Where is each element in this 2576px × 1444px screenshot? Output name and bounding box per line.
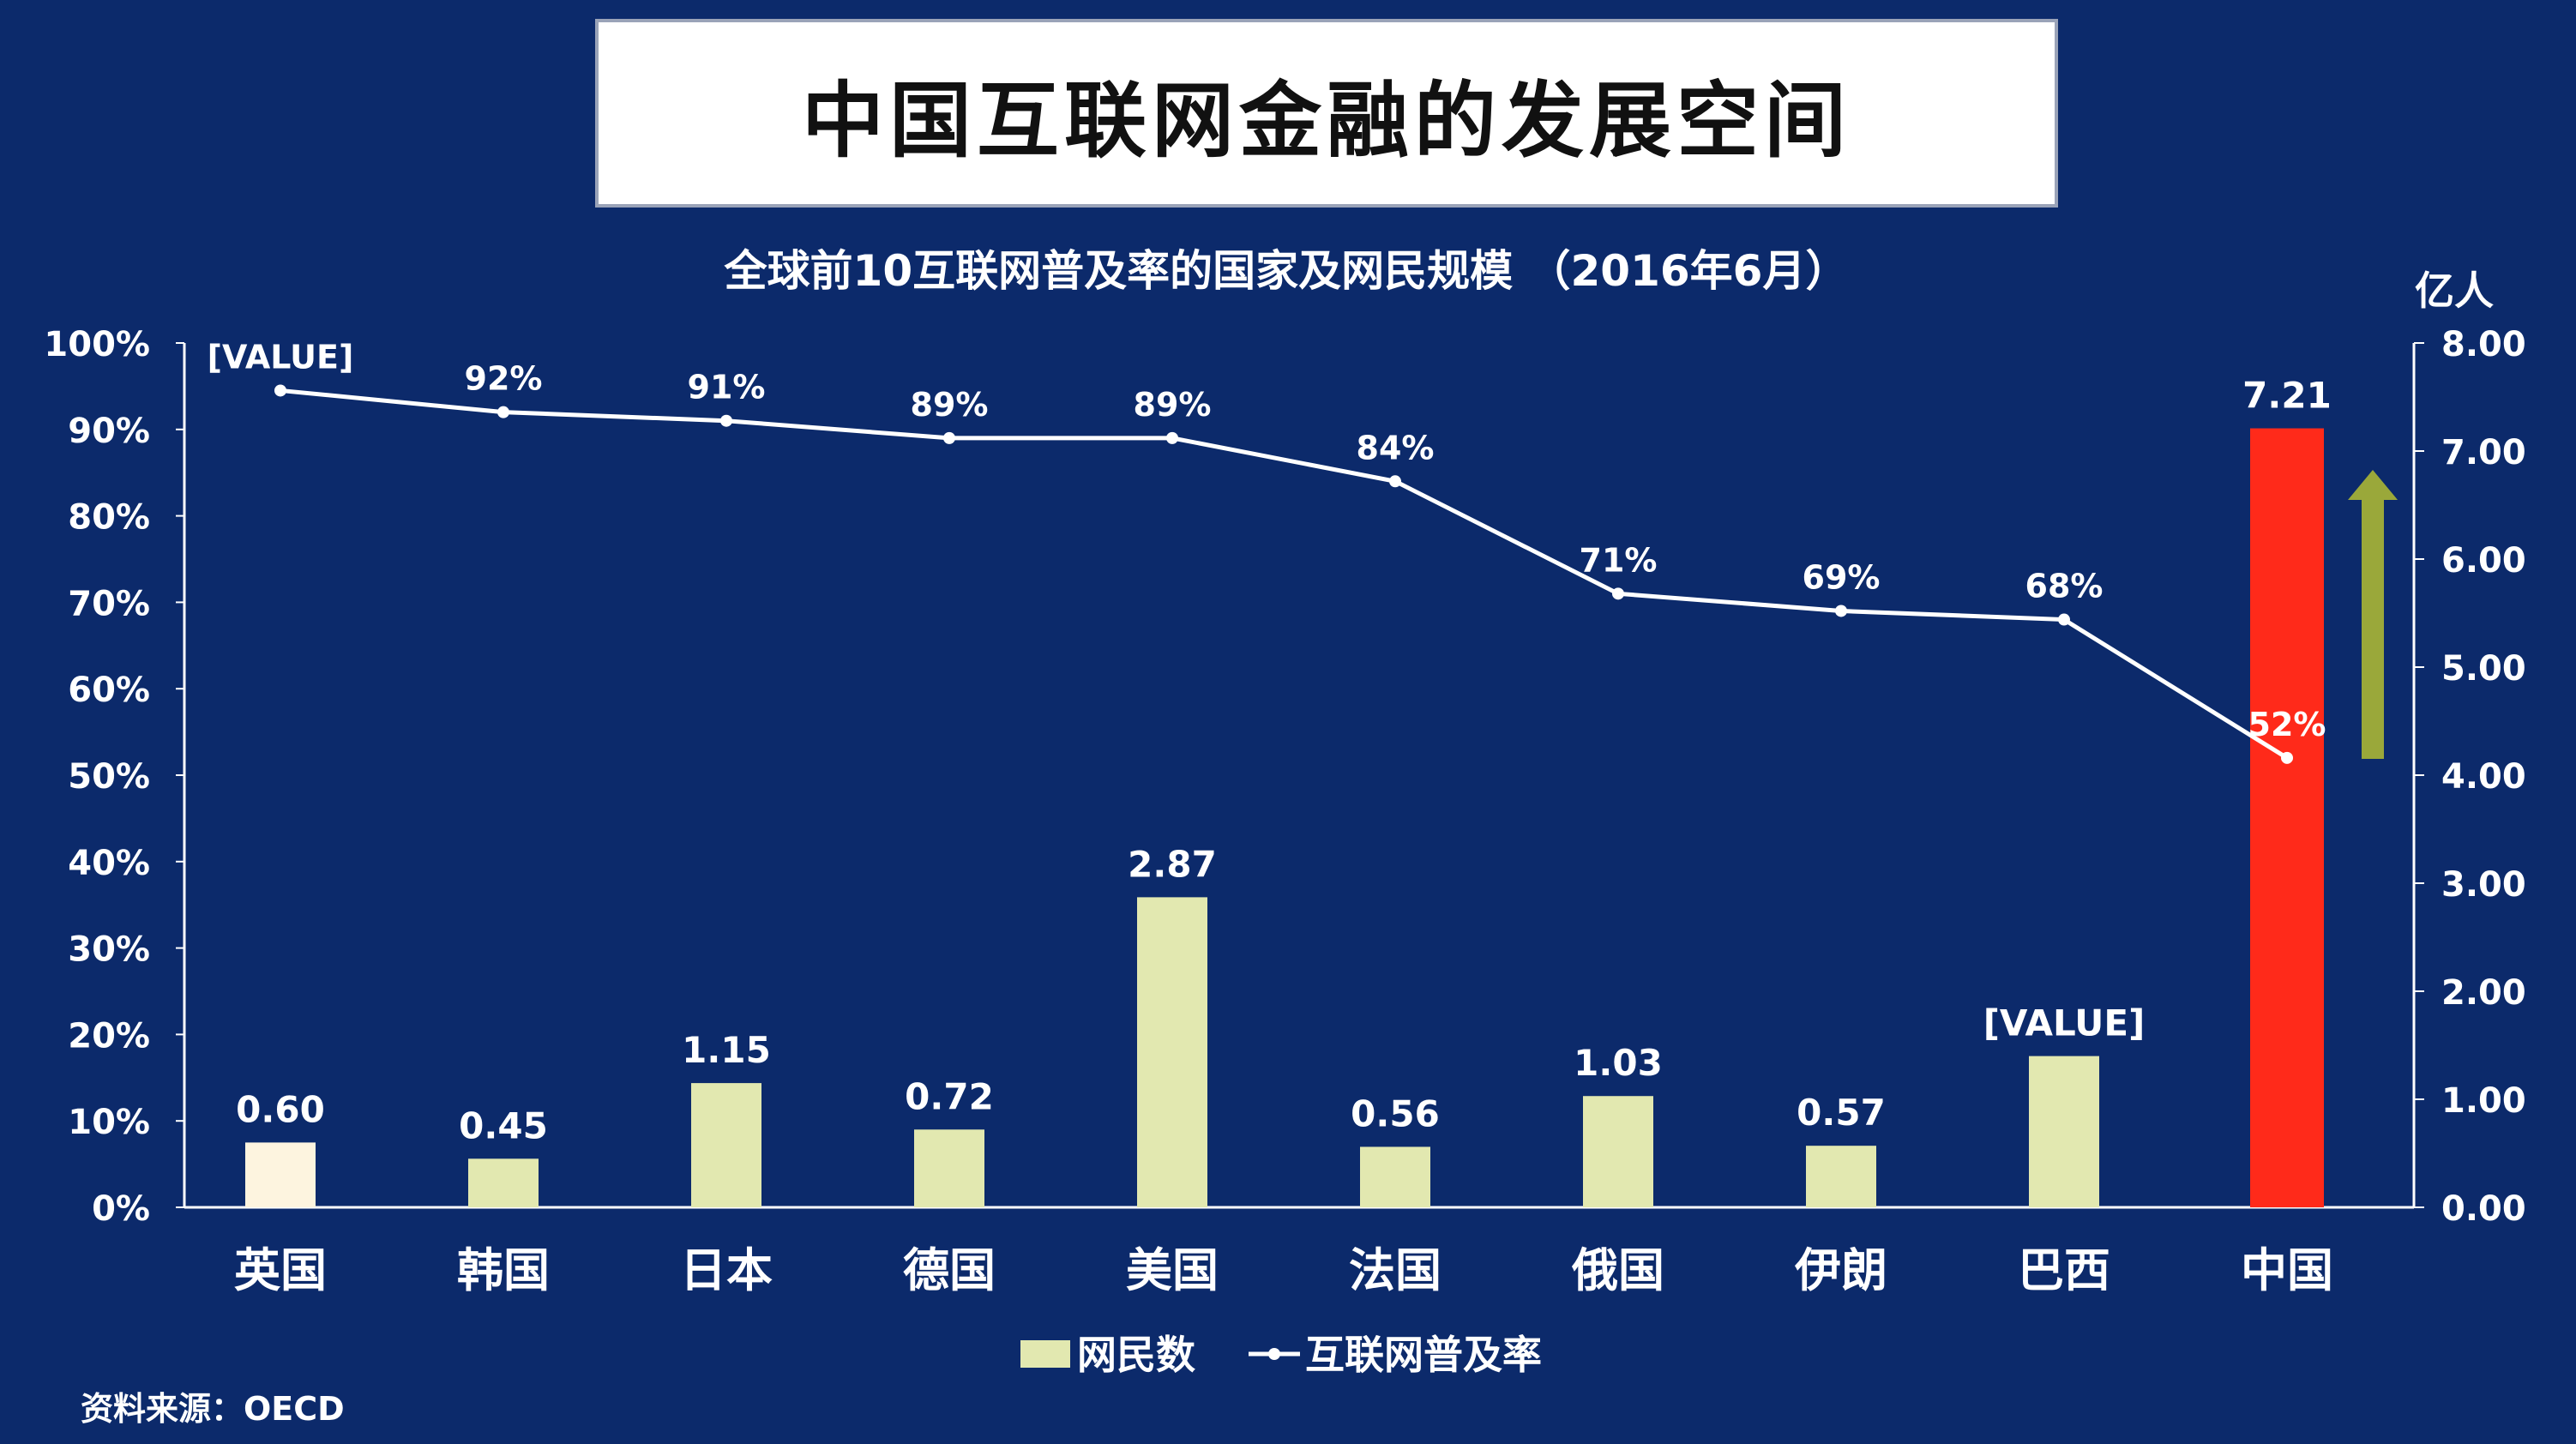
bar-value-label: 1.03 xyxy=(1574,1042,1663,1084)
source-note: 资料来源：OECD xyxy=(81,1390,345,1428)
title-box: 中国互联网金融的发展空间 xyxy=(595,19,2058,208)
line-point xyxy=(943,431,955,444)
line-value-label: 84% xyxy=(1357,429,1435,466)
x-tick-label: 法国 xyxy=(1349,1243,1441,1297)
right-tick-label: 1.00 xyxy=(2441,1081,2526,1121)
line-point xyxy=(274,384,286,397)
line-value-label: 92% xyxy=(465,360,543,398)
line-point xyxy=(1612,587,1624,600)
bar-中国 xyxy=(2250,428,2324,1207)
bar-英国 xyxy=(245,1142,316,1207)
right-tick-label: 2.00 xyxy=(2441,973,2526,1013)
left-tick-label: 90% xyxy=(68,412,150,451)
legend-label-bar: 网民数 xyxy=(1077,1332,1195,1378)
penetration-line xyxy=(280,388,2289,760)
x-tick-label: 伊朗 xyxy=(1794,1243,1887,1297)
bar-日本 xyxy=(691,1083,761,1207)
x-labels: 英国 韩国 日本 德国 美国 法国 俄国 伊朗 巴西 中国 xyxy=(234,1243,2333,1297)
line-value-label: 71% xyxy=(1580,541,1658,579)
bar-value-label: 0.72 xyxy=(905,1075,994,1117)
line-value-label: 68% xyxy=(2025,568,2104,605)
x-tick-label: 英国 xyxy=(234,1243,327,1297)
right-tick-label: 8.00 xyxy=(2441,325,2526,364)
left-tick-label: 70% xyxy=(68,584,150,623)
bars: 0.60 0.45 1.15 0.72 2.87 0.56 1.03 0.57 [VALUE] 7… xyxy=(236,375,2332,1207)
line-point xyxy=(720,414,732,427)
left-tick-label: 20% xyxy=(68,1016,150,1056)
bar-韩国 xyxy=(468,1158,539,1207)
x-tick-label: 巴西 xyxy=(2018,1243,2110,1297)
bar-value-label: 7.21 xyxy=(2242,375,2332,417)
line-value-label: 89% xyxy=(1134,386,1212,424)
line-value-label: [VALUE] xyxy=(208,338,354,376)
x-tick-label: 中国 xyxy=(2241,1243,2333,1297)
bar-value-label: 0.45 xyxy=(459,1104,548,1146)
right-tick-label: 3.00 xyxy=(2441,865,2526,905)
line-point xyxy=(1835,605,1847,617)
line-value-label: 91% xyxy=(688,369,766,406)
x-tick-label: 日本 xyxy=(680,1243,773,1297)
page-title: 中国互联网金融的发展空间 xyxy=(802,71,1851,169)
x-tick-label: 德国 xyxy=(903,1243,996,1297)
legend: 网民数 互联网普及率 xyxy=(1020,1332,1542,1378)
right-axis-unit: 亿人 xyxy=(2415,268,2494,314)
line-point xyxy=(2058,613,2070,626)
axes: 0% 10% 20% 30% 40% 50% 60% 70% 80% 90% 100% 0.00 1.0… xyxy=(44,325,2525,1229)
x-tick-label: 美国 xyxy=(1126,1243,1219,1297)
bar-法国 xyxy=(1360,1146,1430,1207)
bar-value-label: 2.87 xyxy=(1128,843,1217,885)
legend-swatch-dot xyxy=(1268,1348,1280,1360)
arrow-shaft xyxy=(2362,497,2384,759)
right-tick-label: 6.00 xyxy=(2441,541,2526,581)
bar-德国 xyxy=(914,1129,984,1207)
line-value-label: 52% xyxy=(2248,706,2326,743)
chart-title: 全球前10互联网普及率的国家及网民规模 （2016年6月） xyxy=(724,246,1849,296)
line-value-label: 89% xyxy=(911,386,989,424)
left-tick-label: 50% xyxy=(68,757,150,797)
bar-value-label: 0.56 xyxy=(1351,1092,1440,1134)
right-tick-label: 4.00 xyxy=(2441,757,2526,797)
line-point xyxy=(497,406,509,418)
legend-swatch-bar xyxy=(1020,1340,1070,1368)
line-point xyxy=(1166,431,1178,444)
left-tick-label: 0% xyxy=(92,1189,150,1229)
bar-美国 xyxy=(1137,897,1207,1207)
left-tick-label: 60% xyxy=(68,671,150,710)
line-point xyxy=(1389,475,1401,488)
legend-label-line: 互联网普及率 xyxy=(1305,1332,1542,1378)
right-tick-label: 7.00 xyxy=(2441,433,2526,472)
bar-伊朗 xyxy=(1806,1146,1876,1207)
left-tick-label: 10% xyxy=(68,1103,150,1142)
line-point xyxy=(2281,751,2293,764)
bar-value-label: 0.57 xyxy=(1797,1092,1886,1134)
growth-arrow-icon xyxy=(2348,470,2398,759)
right-tick-label: 5.00 xyxy=(2441,649,2526,689)
x-tick-label: 俄国 xyxy=(1571,1243,1664,1297)
x-tick-label: 韩国 xyxy=(457,1243,550,1297)
line-value-label: 69% xyxy=(1803,558,1881,596)
right-tick-label: 0.00 xyxy=(2441,1189,2526,1229)
line-layer: [VALUE] 92% 91% 89% 89% 84% 71% 69% 68% 52% xyxy=(208,338,2326,764)
bar-value-label: 0.60 xyxy=(236,1088,325,1130)
left-tick-label: 100% xyxy=(44,325,150,364)
left-tick-label: 80% xyxy=(68,498,150,538)
bar-value-label: [VALUE] xyxy=(1983,1002,2146,1044)
left-tick-label: 40% xyxy=(68,844,150,883)
left-tick-label: 30% xyxy=(68,930,150,970)
bar-巴西 xyxy=(2029,1056,2099,1207)
bar-俄国 xyxy=(1583,1096,1653,1207)
arrow-head xyxy=(2348,470,2398,500)
bar-value-label: 1.15 xyxy=(682,1029,771,1071)
